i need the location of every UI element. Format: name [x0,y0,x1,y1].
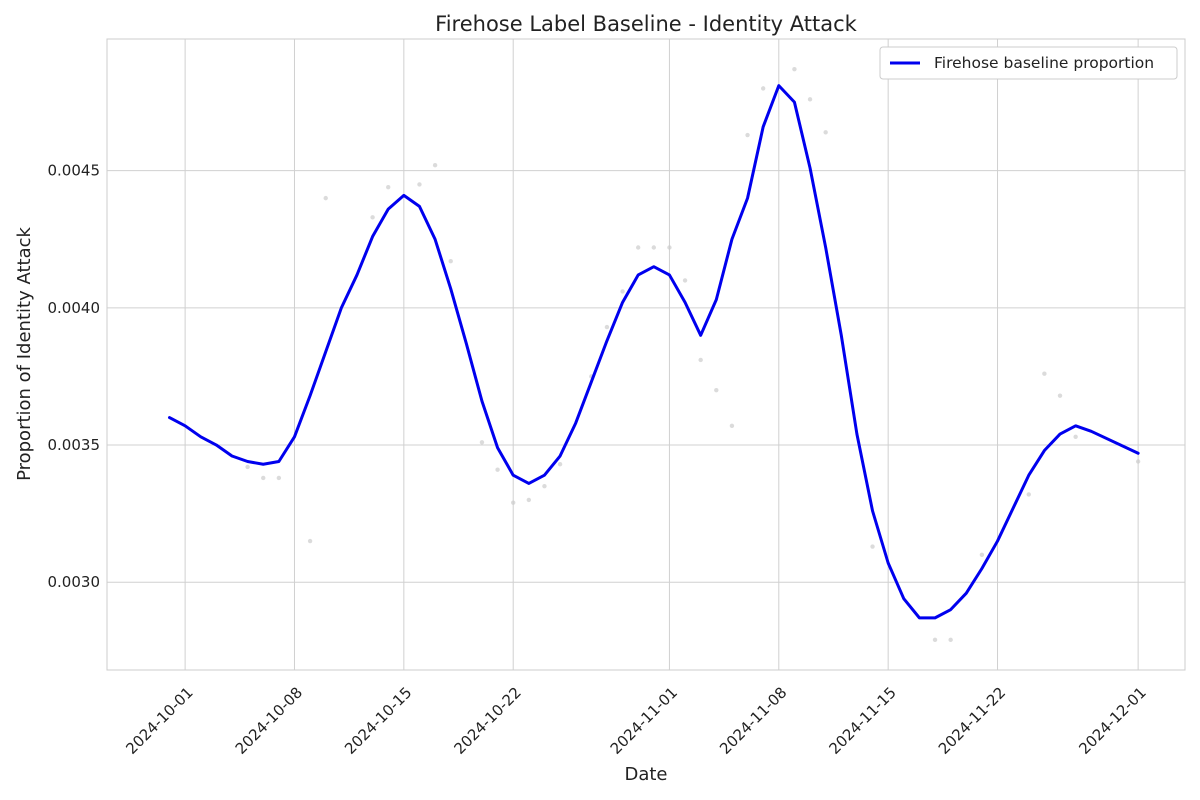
legend: Firehose baseline proportion [879,46,1178,80]
scatter-point [557,462,563,467]
scatter-point [745,132,750,138]
scatter-point [370,215,375,220]
scatter-point [1042,371,1047,376]
y-axis-label: Proportion of Identity Attack [14,227,35,481]
scatter-point [432,163,438,168]
plot-area [106,38,1186,671]
scatter-point [667,245,672,250]
y-tick-label: 0.0030 [48,573,101,591]
scatter-point [620,289,625,294]
series-lines [167,84,1140,620]
scatter-point [1073,434,1078,440]
scatter-point [386,184,391,190]
scatter-point [261,475,266,481]
scatter-point [323,195,328,201]
scatter-point [682,278,688,283]
scatter-point [604,324,610,330]
scatter-point [307,538,313,544]
scatter-point [511,500,516,505]
y-tick-labels: 0.0030 0.0035 0.0040 0.0045 [48,162,101,592]
y-tick-label: 0.0035 [48,436,101,454]
scatter-point [651,245,657,250]
scatter-point [948,637,953,643]
grid-lines [107,39,1185,670]
scatter-point [1026,492,1031,497]
scatter-point [635,245,641,250]
scatter-points [245,66,1141,643]
scatter-point [1057,393,1063,398]
scatter-point [417,182,422,187]
legend-entry-label: Firehose baseline proportion [934,54,1154,72]
scatter-point [870,544,875,549]
scatter-point [479,440,485,445]
scatter-point [276,475,282,481]
series-line [167,84,1140,620]
scatter-point [979,552,985,557]
scatter-point [448,259,453,264]
scatter-point [542,483,547,489]
y-tick-label: 0.0040 [48,299,101,317]
scatter-point [1135,459,1141,464]
chart-title: Firehose Label Baseline - Identity Attac… [435,12,858,36]
scatter-point [245,464,250,470]
x-axis-label: Date [624,764,667,785]
scatter-point [807,97,813,102]
scatter-point [526,497,532,503]
scatter-point [792,66,797,72]
scatter-point [698,357,703,363]
scatter-point [729,423,735,429]
scatter-point [932,637,938,643]
y-tick-label: 0.0045 [48,162,101,180]
scatter-point [714,387,719,393]
scatter-point [760,86,766,91]
scatter-point [823,130,828,135]
legend-box [879,46,1178,80]
scatter-point [495,467,500,472]
